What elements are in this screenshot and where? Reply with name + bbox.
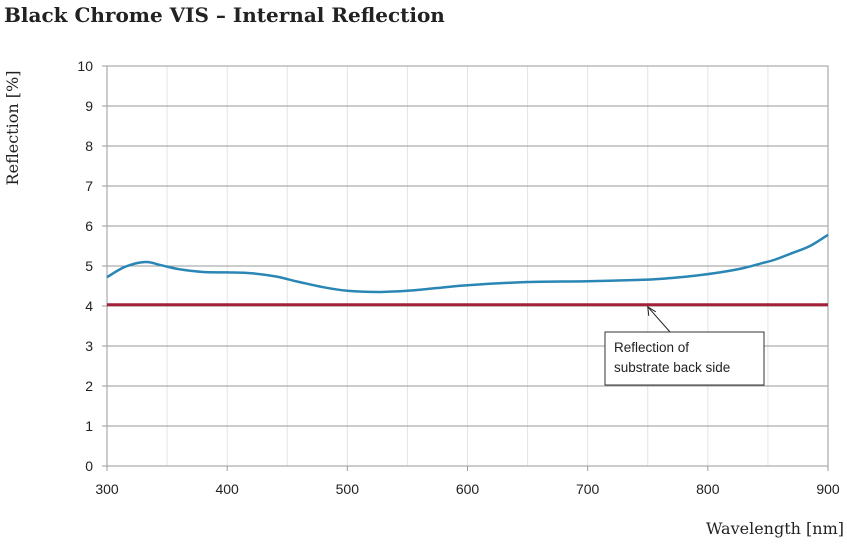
y-tick-label: 9: [85, 98, 93, 114]
y-axis-label: Reflection [%]: [3, 71, 22, 186]
chart-title: Black Chrome VIS – Internal Reflection: [4, 3, 445, 27]
x-tick-label: 300: [95, 481, 119, 497]
x-tick-label: 700: [576, 481, 600, 497]
x-tick-label: 500: [336, 481, 360, 497]
y-tick-label: 6: [85, 218, 93, 234]
annotation-arrow: [647, 306, 671, 333]
x-tick-label: 400: [215, 481, 239, 497]
grid: [106, 65, 829, 467]
x-tick-label: 600: [456, 481, 480, 497]
y-tick-label: 5: [85, 258, 93, 274]
y-tick-label: 2: [85, 378, 93, 394]
annotation: Reflection of substrate back side: [604, 305, 765, 386]
x-axis-label: Wavelength [nm]: [706, 519, 844, 538]
y-tick-label: 7: [85, 178, 93, 194]
y-tick-label: 8: [85, 138, 93, 154]
y-tick-label: 1: [85, 418, 93, 434]
series-line-1: [106, 233, 829, 294]
y-tick-label: 3: [85, 338, 93, 354]
annotation-line2: substrate back side: [614, 360, 730, 375]
annotation-box: [604, 331, 765, 386]
y-tick-label: 4: [85, 298, 93, 314]
annotation-arrowhead: [647, 305, 657, 316]
ticks: 0 1 2 3 4 5 6 7 8 9 10 300 400 500 600 700 800 900: [77, 58, 839, 497]
x-tick-label: 800: [696, 481, 720, 497]
series: [106, 233, 829, 307]
annotation-line1: Reflection of: [614, 340, 689, 355]
y-tick-label: 0: [85, 458, 93, 474]
x-tick-label: 900: [816, 481, 840, 497]
y-tick-label: 10: [77, 58, 93, 74]
